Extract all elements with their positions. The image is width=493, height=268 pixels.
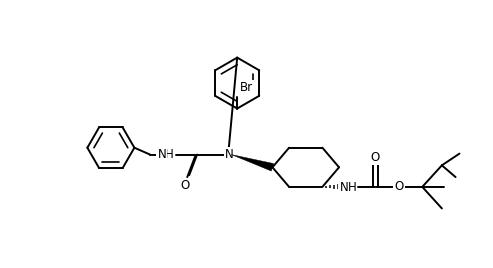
- Text: N: N: [340, 181, 349, 194]
- Text: O: O: [371, 151, 380, 164]
- Text: O: O: [394, 180, 403, 193]
- Text: N: N: [157, 148, 166, 161]
- Text: Br: Br: [240, 81, 253, 95]
- Polygon shape: [231, 155, 274, 171]
- Text: O: O: [180, 179, 190, 192]
- Text: H: H: [165, 148, 174, 161]
- Text: N: N: [225, 148, 234, 161]
- Text: H: H: [348, 181, 356, 194]
